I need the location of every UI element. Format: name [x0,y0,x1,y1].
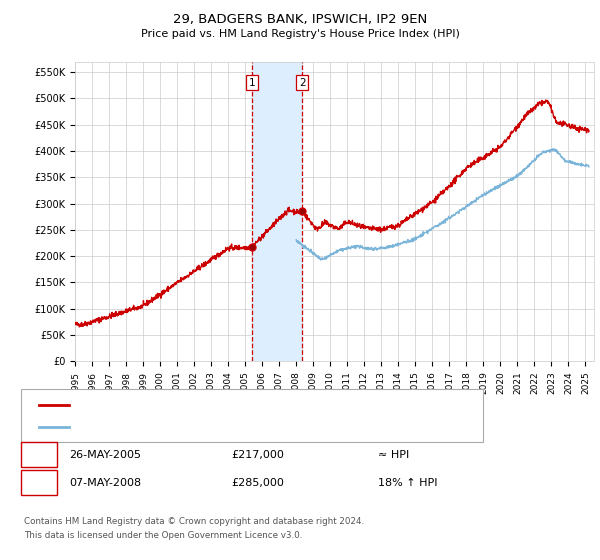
Text: 07-MAY-2008: 07-MAY-2008 [69,478,141,488]
Text: 29, BADGERS BANK, IPSWICH, IP2 9EN (detached house): 29, BADGERS BANK, IPSWICH, IP2 9EN (deta… [75,400,370,410]
Text: HPI: Average price, detached house, Ipswich: HPI: Average price, detached house, Ipsw… [75,422,307,432]
Text: 18% ↑ HPI: 18% ↑ HPI [378,478,437,488]
Text: 1: 1 [35,450,43,460]
Text: 2: 2 [299,78,305,87]
Text: ≈ HPI: ≈ HPI [378,450,409,460]
Text: This data is licensed under the Open Government Licence v3.0.: This data is licensed under the Open Gov… [24,531,302,540]
Text: Price paid vs. HM Land Registry's House Price Index (HPI): Price paid vs. HM Land Registry's House … [140,29,460,39]
Text: £217,000: £217,000 [231,450,284,460]
Bar [251,62,302,361]
Text: 2: 2 [35,478,43,488]
Text: 1: 1 [248,78,255,87]
Text: £285,000: £285,000 [231,478,284,488]
Text: 26-MAY-2005: 26-MAY-2005 [69,450,141,460]
Text: Contains HM Land Registry data © Crown copyright and database right 2024.: Contains HM Land Registry data © Crown c… [24,517,364,526]
Text: 29, BADGERS BANK, IPSWICH, IP2 9EN: 29, BADGERS BANK, IPSWICH, IP2 9EN [173,13,427,26]
